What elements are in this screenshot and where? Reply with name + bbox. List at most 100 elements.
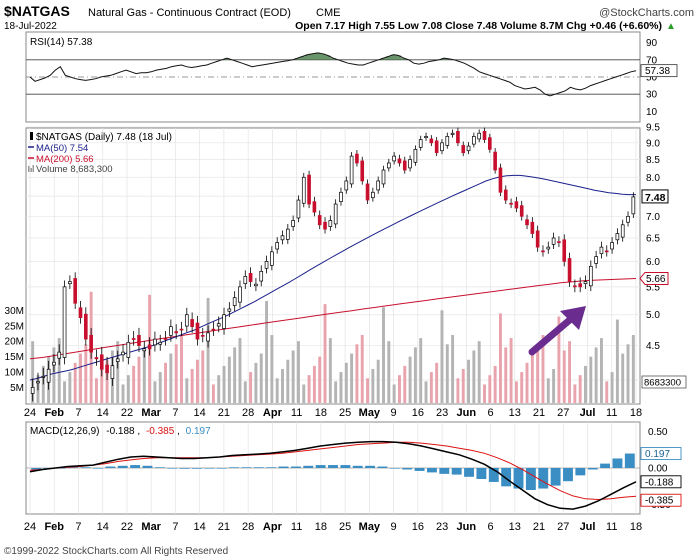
volume-tick-label: 15M	[5, 352, 24, 363]
candle-body	[402, 160, 407, 171]
x-tick-label: Jul	[580, 407, 596, 419]
volume-bar	[413, 347, 417, 403]
x-tick-label: 14	[97, 407, 109, 419]
candle-body	[30, 387, 35, 394]
x-tick-label: Jul	[580, 521, 596, 533]
x-tick-label: 18	[630, 521, 642, 533]
candle-body	[317, 215, 322, 226]
macd-histogram-bar	[451, 468, 462, 475]
volume-bar	[546, 378, 550, 403]
candlesticks	[30, 127, 636, 402]
volume-bar	[238, 338, 242, 403]
volume-bar	[142, 347, 146, 403]
volume-bar	[584, 365, 587, 403]
candle-body	[46, 368, 51, 383]
macd-legend-separator: ,	[137, 426, 140, 437]
volume-bar	[562, 350, 566, 403]
volume-bar	[190, 369, 194, 403]
volume-tick-label: 5M	[10, 383, 24, 394]
x-tick-label: Mar	[141, 521, 161, 533]
volume-legend-swatch-icon	[28, 165, 34, 172]
macd-histogram-bar	[105, 466, 116, 468]
candle-body	[280, 235, 285, 241]
candle-body	[275, 242, 279, 250]
candle-body	[163, 338, 168, 340]
volume-bar	[488, 375, 492, 403]
volume-bars	[31, 291, 635, 403]
rsi-value-tag-box	[640, 64, 678, 78]
candle-body	[615, 233, 620, 241]
macd-legend-macd: -0.188	[106, 426, 135, 437]
x-tick-label: 24	[24, 407, 36, 419]
macd-x-axis: 24 Feb 7 14 22 Mar 7 14 21 28 Apr 11 18 25 May 9 16 23 Jun…	[24, 521, 642, 533]
candle-body	[307, 174, 311, 205]
macd-histogram-bar	[476, 468, 487, 479]
volume-bar	[461, 369, 465, 403]
candle-body	[89, 334, 93, 353]
volume-bar	[222, 365, 226, 403]
volume-bar	[185, 378, 189, 403]
candle-body	[68, 281, 72, 285]
macd-histogram-bar	[513, 468, 524, 489]
macd-tick-label: 0.00	[648, 464, 668, 475]
macd-histogram-bar	[192, 468, 202, 469]
candle-body	[36, 381, 40, 384]
x-tick-label: 7	[75, 407, 81, 419]
rsi-tick-label: 90	[646, 38, 658, 49]
price-x-axis: 24 Feb 7 14 22 Mar 7 14 21 28 Apr 11 18 25 May 9 16 23 Jun…	[24, 407, 642, 419]
macd-histogram-bar	[328, 465, 338, 468]
macd-histogram-bar	[525, 468, 536, 490]
volume-bar	[227, 356, 231, 403]
candle-body	[339, 191, 343, 203]
macd-histogram-bar	[204, 468, 215, 469]
volume-bar	[270, 335, 274, 403]
candle-body	[535, 230, 540, 248]
volume-tick-label: 10M	[5, 368, 24, 379]
price-tick-label: 6.0	[646, 257, 660, 268]
candle-body	[620, 224, 625, 238]
candle-body	[222, 314, 226, 329]
x-tick-label: Apr	[263, 407, 283, 419]
volume-bar	[307, 375, 311, 403]
price-legend-title: $NATGAS (Daily) 7.48 (18 Jul)	[36, 132, 172, 143]
candle-body	[62, 286, 67, 358]
macd-value-tag-box	[640, 493, 682, 507]
candle-body	[567, 258, 572, 282]
candle-body	[440, 142, 444, 152]
candle-body	[594, 256, 598, 264]
candle-body	[185, 314, 189, 327]
instrument-description: Natural Gas - Continuous Contract (EOD)	[88, 7, 291, 19]
volume-bar	[174, 344, 178, 403]
volume-bar	[493, 365, 497, 403]
volume-bar	[594, 347, 598, 403]
candle-body	[216, 323, 221, 327]
candle-body	[493, 151, 497, 171]
candle-body	[450, 132, 455, 135]
annotation-arrow-icon	[528, 306, 586, 356]
candle-body	[514, 201, 519, 209]
price-tick-label: 5.5	[646, 282, 660, 293]
candle-body	[206, 332, 210, 342]
candle-body	[248, 272, 253, 282]
candle-body	[211, 328, 216, 331]
candle-body	[153, 338, 157, 346]
macd-legend-separator: ,	[177, 426, 180, 437]
volume-bar	[397, 375, 401, 403]
macd-histogram-bar	[216, 468, 227, 469]
candle-body	[371, 191, 375, 199]
candle-body	[525, 219, 529, 226]
candle-body	[84, 313, 88, 340]
volume-bar	[477, 341, 481, 403]
volume-bar	[626, 344, 630, 403]
rsi-tick-label: 30	[646, 90, 658, 101]
rsi-value-tag: 57.38	[640, 64, 678, 78]
volume-bar	[265, 301, 269, 403]
macd-histogram-bar	[179, 468, 190, 469]
volume-bar	[254, 362, 258, 403]
ma200-line	[29, 278, 637, 360]
candle-body	[387, 162, 391, 169]
macd-histogram-bar	[68, 467, 79, 468]
x-tick-label: 13	[509, 407, 521, 419]
volume-bar	[57, 338, 61, 403]
